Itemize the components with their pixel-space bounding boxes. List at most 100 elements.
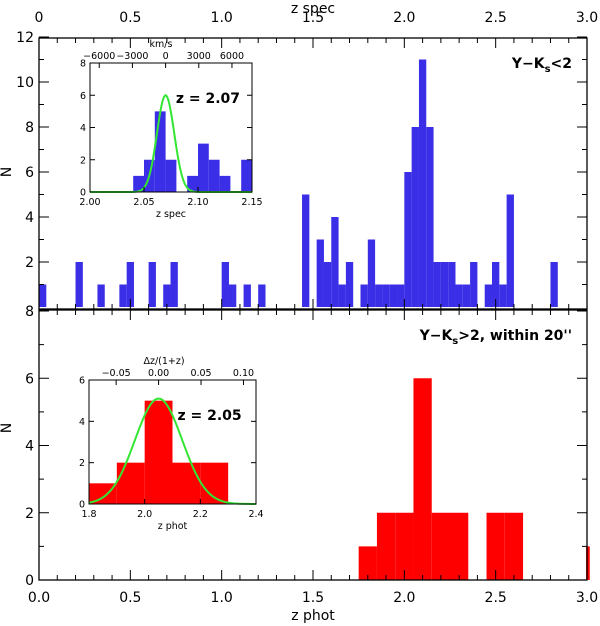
- top-histogram-bar-9: [228, 284, 237, 307]
- bottom-histogram-bar-3: [413, 378, 432, 580]
- top-histogram-bar-28: [433, 262, 441, 307]
- top-histogram-bar-37: [506, 194, 514, 307]
- top-histogram-bar-38: [550, 262, 558, 307]
- top-axis-tick-label: 3.0: [576, 10, 598, 26]
- bottom-inset-bar-3: [172, 462, 201, 504]
- top-histogram-bar-29: [440, 262, 449, 307]
- bottom-histogram-bar-2: [395, 512, 414, 580]
- top-histogram-bar-31: [455, 284, 463, 307]
- top-inset-top-axis-title: km/s: [150, 39, 173, 50]
- bottom-axis-tick-label: 2.0: [393, 590, 415, 606]
- top-axis-tick-label: 1.5: [302, 10, 324, 26]
- top-inset-top-tick-label: 3000: [187, 51, 211, 62]
- bottom-panel-ytick-label: 8: [25, 304, 34, 320]
- top-histogram-bar-34: [484, 284, 493, 307]
- bottom-inset-ytick-label: 6: [79, 376, 85, 387]
- bottom-histogram-bar-7: [504, 512, 524, 580]
- top-panel-label-suffix: <2: [551, 56, 572, 72]
- top-inset-bar-8: [241, 159, 252, 192]
- bottom-panel-ytick-label: 6: [25, 371, 34, 387]
- bottom-inset-xtick-label: 2.0: [137, 509, 152, 520]
- top-inset-xaxis-title: z spec: [156, 209, 186, 220]
- bottom-panel-label: Y−Ks>2, within 20'': [419, 328, 572, 347]
- top-axis-tick-label: 0: [35, 10, 44, 26]
- bottom-panel-ytick-label: 0: [25, 573, 34, 589]
- bottom-panel-ytick-label: 4: [25, 439, 34, 455]
- bottom-axis-tick-label: 0.0: [28, 590, 50, 606]
- bottom-inset-gaussian-fit: [88, 397, 257, 505]
- top-histogram-bar-24: [404, 172, 412, 307]
- top-inset-top-tick-label: −6000: [83, 51, 115, 62]
- top-histogram-bar-0: [39, 284, 47, 307]
- bottom-axis-tick-label: 0.5: [119, 590, 141, 606]
- top-histogram-bar-6: [163, 284, 171, 307]
- bottom-histogram-bar-4: [431, 512, 450, 580]
- bottom-inset-ytick-label: 0: [79, 500, 85, 511]
- top-histogram-bar-3: [119, 284, 127, 307]
- top-inset-annotation: z = 2.07: [176, 91, 240, 107]
- top-histogram-bar-2: [97, 284, 105, 307]
- top-histogram-bar-25: [411, 127, 419, 307]
- top-axis-tick-label: 1.0: [211, 10, 233, 26]
- bottom-y-axis-title: N: [0, 423, 15, 433]
- top-inset-bar-0: [133, 175, 144, 192]
- top-histogram-bar-7: [170, 262, 178, 307]
- top-inset-bar-5: [198, 143, 209, 192]
- bottom-inset-top-tick-label: 0.05: [190, 368, 211, 379]
- top-inset-bar-6: [208, 159, 220, 192]
- top-histogram-bar-20: [375, 284, 383, 307]
- bottom-histogram-bar-1: [376, 512, 396, 580]
- top-inset-xtick-label: 2.10: [187, 197, 208, 208]
- top-inset-top-tick-label: 6000: [220, 51, 244, 62]
- bottom-inset-frame: [88, 379, 257, 505]
- bottom-inset-bar-1: [116, 462, 145, 504]
- top-panel-label-prefix: Y−K: [511, 56, 546, 72]
- top-inset-bar-4: [187, 175, 198, 192]
- top-histogram-bar-22: [389, 284, 398, 307]
- bottom-x-axis-title: z phot: [291, 608, 335, 624]
- top-inset-top-tick-label: 0: [163, 51, 169, 62]
- bottom-axis-tick-label: 1.0: [211, 590, 233, 606]
- bottom-inset-top-axis-title: Δz/(1+z): [143, 356, 184, 367]
- top-inset-top-tick-label: −3000: [116, 51, 148, 62]
- bottom-histogram-bar-6: [486, 512, 505, 580]
- top-histogram-bar-26: [418, 59, 427, 307]
- top-histogram-bar-15: [331, 217, 339, 307]
- top-panel-ytick-label: 4: [25, 210, 34, 226]
- bottom-axis-tick-label: 3.0: [576, 590, 598, 606]
- bottom-histogram-bar-8: [586, 546, 590, 580]
- bottom-inset-bar-2: [144, 400, 173, 504]
- bottom-axis-tick-label: 1.5: [302, 590, 324, 606]
- top-histogram-bar-10: [243, 284, 251, 307]
- top-inset-bar-7: [219, 175, 231, 192]
- bottom-histogram-bar-0: [358, 546, 377, 580]
- top-histogram-bar-5: [148, 262, 156, 307]
- bottom-inset-ytick-label: 2: [79, 458, 85, 469]
- top-inset-bar-3: [165, 159, 177, 192]
- top-histogram-bar-17: [345, 262, 354, 307]
- top-panel-ytick-label: 8: [25, 120, 34, 136]
- top-panel-label-subscript: s: [545, 64, 551, 75]
- top-histogram-bar-30: [448, 262, 456, 307]
- top-histogram-bar-32: [462, 284, 471, 307]
- top-histogram-bar-14: [323, 262, 332, 307]
- top-histogram-bar-8: [221, 262, 229, 307]
- top-inset-bar-2: [154, 111, 166, 192]
- bottom-panel-label-subscript: s: [452, 336, 458, 347]
- top-histogram-bar-19: [367, 239, 376, 307]
- top-panel-ytick-label: 2: [25, 255, 34, 271]
- top-inset-xtick-label: 2.00: [79, 197, 100, 208]
- top-inset-ytick-label: 6: [80, 91, 86, 102]
- bottom-inset-xtick-label: 1.8: [81, 509, 96, 520]
- top-histogram-bar-4: [126, 262, 134, 307]
- top-histogram-bar-33: [470, 262, 478, 307]
- top-y-axis-title: N: [0, 167, 15, 177]
- bottom-inset-xtick-label: 2.4: [248, 509, 263, 520]
- bottom-inset-top-tick-label: −0.05: [102, 368, 131, 379]
- bottom-panel-label-prefix: Y−K: [419, 328, 454, 344]
- top-panel-ytick-label: 12: [16, 30, 34, 46]
- top-histogram-bar-18: [360, 284, 368, 307]
- top-histogram-bar-11: [258, 284, 266, 307]
- top-inset-ytick-label: 4: [80, 123, 86, 134]
